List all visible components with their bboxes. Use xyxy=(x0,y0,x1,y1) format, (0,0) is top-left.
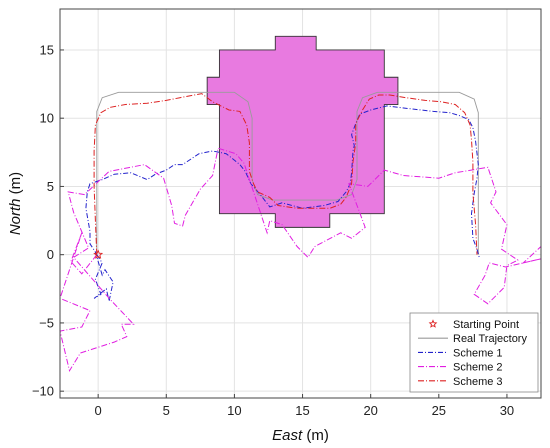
y-tick-label: 0 xyxy=(47,247,54,262)
y-tick-label: 15 xyxy=(40,42,54,57)
building-polygon xyxy=(206,35,399,228)
y-tick-label: 10 xyxy=(40,111,54,126)
y-axis-label-main: North xyxy=(7,198,24,235)
y-tick-label: 5 xyxy=(47,179,54,194)
series-scheme3 xyxy=(93,93,478,255)
legend-label-scheme2: Scheme 2 xyxy=(453,362,503,374)
x-tick-label: 30 xyxy=(500,403,514,418)
x-axis-label-main: East xyxy=(272,427,303,444)
series-scheme2 xyxy=(59,147,542,372)
x-tick-label: 5 xyxy=(163,403,170,418)
y-axis-label-unit: (m) xyxy=(7,172,24,199)
x-tick-label: 25 xyxy=(432,403,446,418)
series-group xyxy=(59,91,542,372)
plot-frame xyxy=(59,8,542,399)
legend: Starting Point Real Trajectory Scheme 1 … xyxy=(409,312,539,393)
starting-point-marker xyxy=(93,249,104,259)
legend-label-real: Real Trajectory xyxy=(453,333,527,345)
legend-label-scheme3: Scheme 3 xyxy=(453,376,503,388)
x-axis-label-unit: (m) xyxy=(302,427,329,444)
y-axis-label: North (m) xyxy=(7,172,24,235)
tick-labels: 0 5 10 15 20 25 30 −10 −5 0 5 10 15 xyxy=(32,42,514,418)
building-region xyxy=(206,35,399,228)
x-tick-label: 10 xyxy=(227,403,241,418)
y-tick-label: −10 xyxy=(32,384,54,399)
legend-label-start: Starting Point xyxy=(453,319,519,331)
y-tick-label: −5 xyxy=(39,315,54,330)
legend-label-scheme1: Scheme 1 xyxy=(453,347,503,359)
legend-swatch-start xyxy=(428,319,438,328)
x-tick-label: 20 xyxy=(363,403,377,418)
x-tick-label: 15 xyxy=(295,403,309,418)
x-axis-label: East (m) xyxy=(272,427,329,444)
x-tick-label: 0 xyxy=(95,403,102,418)
